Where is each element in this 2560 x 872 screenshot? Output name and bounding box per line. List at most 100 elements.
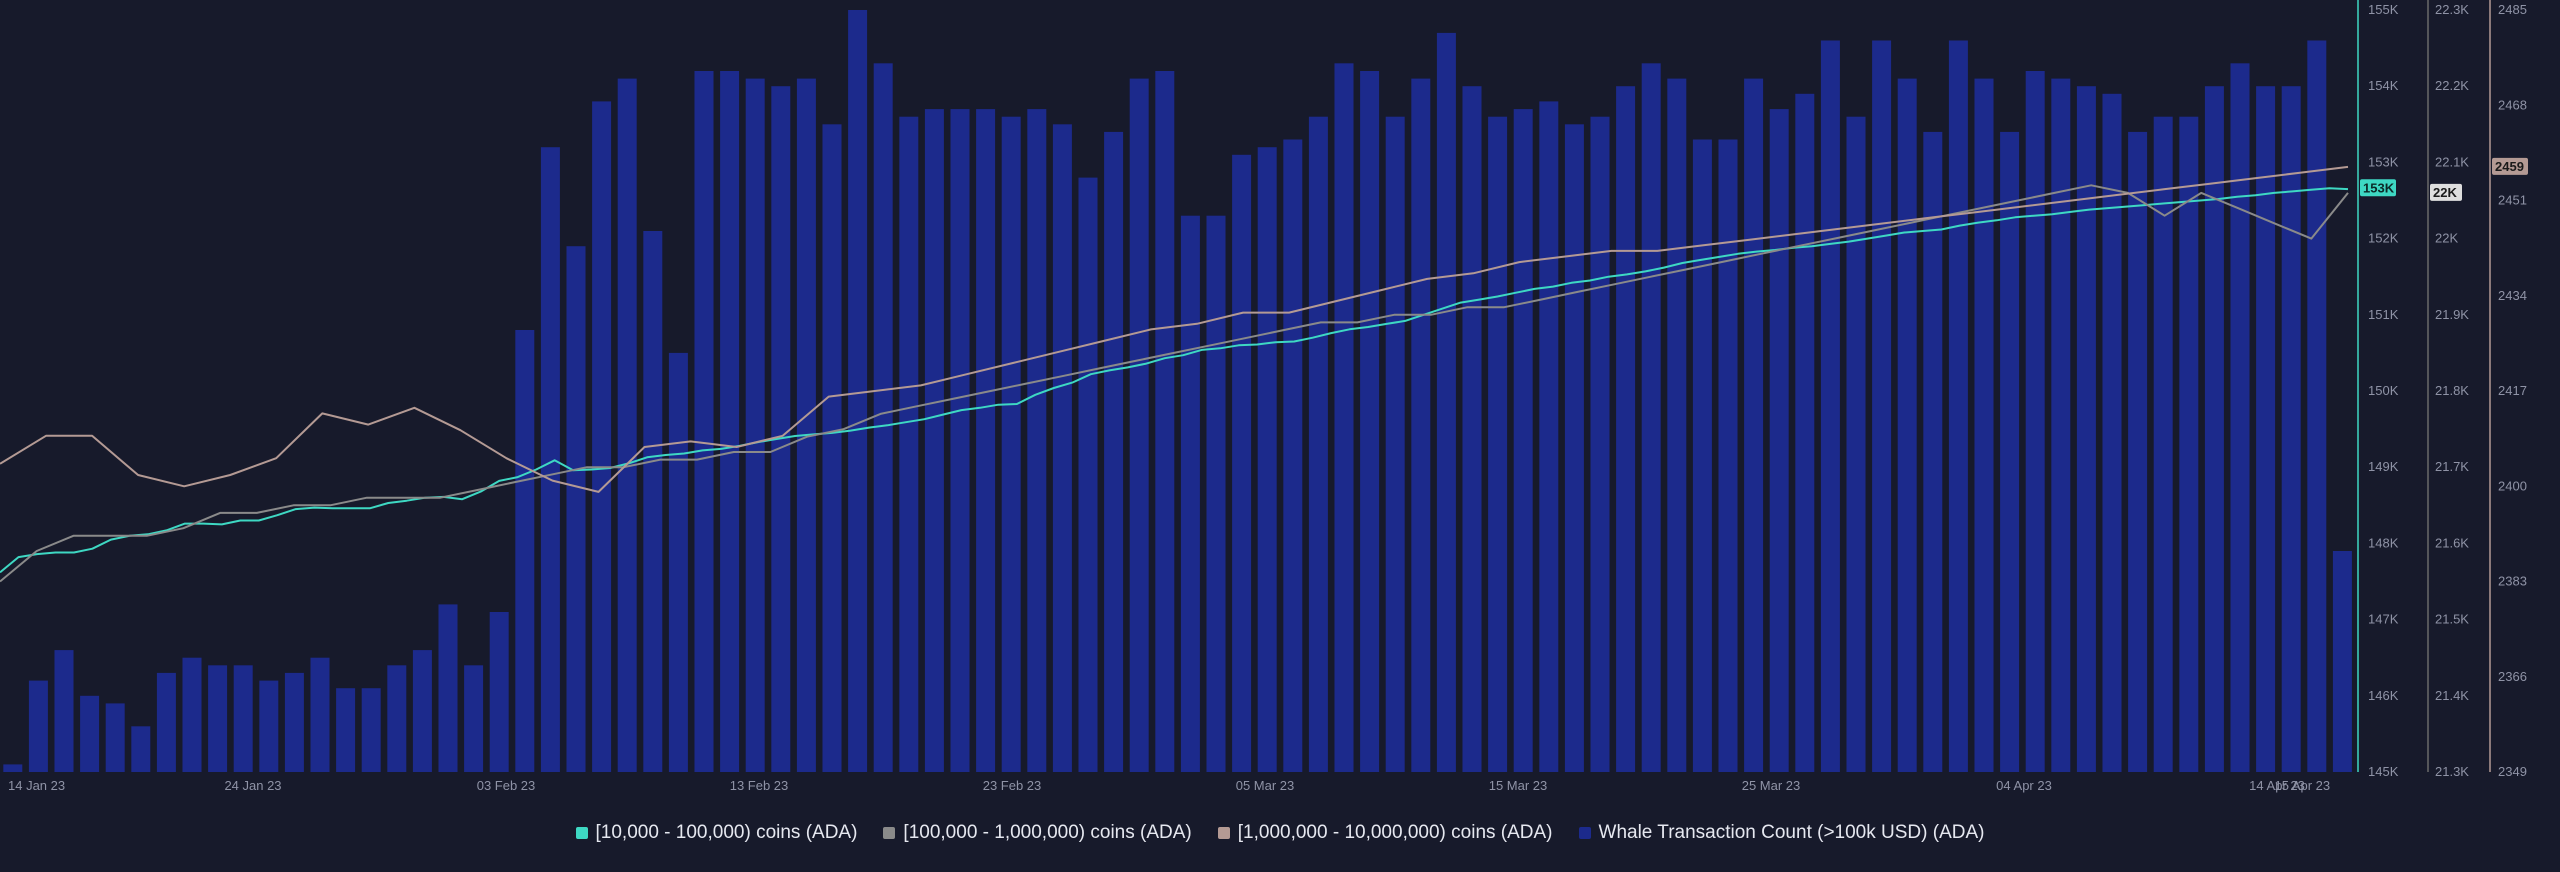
whale-tx-bar	[617, 78, 637, 773]
whale-tx-bar	[1334, 63, 1354, 773]
whale-tx-bar	[464, 665, 484, 772]
whale-tx-bar	[720, 71, 740, 772]
x-tick-label: 25 Mar 23	[1742, 778, 1801, 793]
whale-tx-bar	[208, 665, 228, 772]
whale-tx-bar	[2204, 86, 2224, 772]
y-tick-label-1m: 2434	[2498, 288, 2527, 303]
whale-tx-bar	[1948, 40, 1968, 772]
whale-tx-bar	[310, 657, 330, 772]
current-value-badge-10k: 153K	[2363, 180, 2395, 195]
whale-tx-bar	[1564, 124, 1584, 773]
legend-item-10k[interactable]: [10,000 - 100,000) coins (ADA)	[575, 822, 858, 844]
whale-tx-bar	[54, 650, 74, 772]
whale-tx-bar	[1692, 139, 1712, 772]
y-tick-label-1m: 2349	[2498, 764, 2527, 779]
y-tick-label-100k: 21.5K	[2435, 612, 2469, 627]
y-tick-label-100k: 21.9K	[2435, 307, 2469, 322]
y-tick-label-100k: 22.1K	[2435, 154, 2469, 169]
series-line-10k	[0, 187, 2349, 574]
whale-tx-bar	[1616, 86, 1636, 772]
legend-label-whale-tx: Whale Transaction Count (>100k USD) (ADA…	[1598, 822, 1985, 843]
y-tick-label-1m: 2485	[2498, 2, 2527, 17]
y-tick-label-10k: 154K	[2368, 78, 2399, 93]
whale-tx-bar	[1539, 101, 1559, 772]
whale-tx-bar	[2230, 63, 2250, 773]
x-tick-label: 04 Apr 23	[1996, 778, 2052, 793]
current-value-badge-10k-bg	[2360, 179, 2396, 197]
whale-tx-bar	[387, 665, 407, 772]
legend-item-1m[interactable]: [1,000,000 - 10,000,000) coins (ADA)	[1217, 822, 1553, 844]
x-tick-label: 03 Feb 23	[477, 778, 536, 793]
whale-tx-bar	[1257, 147, 1277, 772]
square-swatch-icon	[883, 827, 896, 839]
whale-tx-bar	[131, 726, 151, 772]
y-tick-label-10k: 155K	[2368, 2, 2399, 17]
whale-tx-bar	[105, 703, 125, 772]
whale-tx-bar	[2332, 551, 2352, 772]
legend-item-whale-tx[interactable]: Whale Transaction Count (>100k USD) (ADA…	[1578, 822, 1985, 844]
whale-tx-bar	[361, 688, 381, 772]
whale-tx-bar	[2307, 40, 2327, 772]
whale-tx-bar	[1180, 215, 1200, 772]
whale-tx-bar	[1052, 124, 1072, 773]
x-tick-label: 13 Feb 23	[730, 778, 789, 793]
y-tick-label-10k: 151K	[2368, 307, 2399, 322]
whale-tx-bar	[1078, 177, 1098, 773]
whale-tx-bar	[976, 109, 996, 773]
legend-label-10k: [10,000 - 100,000) coins (ADA)	[595, 822, 858, 843]
whale-tx-bar	[2025, 71, 2045, 772]
x-tick-label: 15 Mar 23	[1489, 778, 1548, 793]
square-swatch-icon	[1217, 827, 1230, 839]
whale-tx-bar	[233, 665, 253, 772]
whale-tx-bar	[1360, 71, 1380, 772]
y-tick-label-10k: 147K	[2368, 612, 2399, 627]
y-tick-label-10k: 153K	[2368, 154, 2399, 169]
whale-tx-bar	[2256, 86, 2276, 772]
whale-tx-bar	[1769, 109, 1789, 773]
whale-tx-bar	[1488, 116, 1508, 772]
whale-tx-bar	[566, 246, 586, 772]
whale-tx-bar	[1308, 116, 1328, 772]
whale-tx-bar	[668, 352, 688, 772]
whale-tx-bar	[1641, 63, 1661, 773]
whale-tx-bar	[1744, 78, 1764, 773]
y-tick-label-1m: 2383	[2498, 574, 2527, 589]
whale-tx-bar	[1027, 109, 1047, 773]
square-swatch-icon	[575, 827, 588, 839]
y-tick-label-1m: 2451	[2498, 193, 2527, 208]
series-line-100k	[0, 184, 2349, 583]
y-tick-label-1m: 2366	[2498, 669, 2527, 684]
whale-tx-bar	[1718, 139, 1738, 772]
whale-tx-bar	[796, 78, 816, 773]
whale-tx-bar	[1232, 154, 1252, 773]
y-tick-label-10k: 148K	[2368, 535, 2399, 550]
y-tick-label-100k: 21.7K	[2435, 459, 2469, 474]
whale-tx-bar	[1872, 40, 1892, 772]
y-tick-label-100k: 21.4K	[2435, 688, 2469, 703]
x-tick-label: 05 Mar 23	[1236, 778, 1295, 793]
whale-tx-bar	[822, 124, 842, 773]
whale-tx-bar	[2153, 116, 2173, 772]
whale-tx-bar	[2128, 131, 2148, 772]
whale-tx-bar	[1385, 116, 1405, 772]
whale-tx-bar	[156, 672, 176, 772]
whale-tx-bar	[694, 71, 714, 772]
whale-tx-bar	[1923, 131, 1943, 772]
whale-tx-bar	[1436, 32, 1456, 772]
y-tick-label-100k: 22.2K	[2435, 78, 2469, 93]
whale-tx-bar	[1846, 116, 1866, 772]
legend-item-100k[interactable]: [100,000 - 1,000,000) coins (ADA)	[883, 822, 1192, 844]
y-tick-label-100k: 21.6K	[2435, 535, 2469, 550]
whale-tx-bar	[284, 672, 304, 772]
whale-tx-bar	[2102, 93, 2122, 773]
whale-tx-bar	[873, 63, 893, 773]
whale-tx-bar	[848, 10, 868, 772]
whale-tx-bar	[2076, 86, 2096, 772]
x-tick-label: 24 Jan 23	[224, 778, 281, 793]
whale-tx-bar	[899, 116, 919, 772]
whale-tx-bar	[3, 764, 23, 772]
series-line-1m	[0, 165, 2349, 493]
whale-tx-bar	[1795, 93, 1815, 773]
y-tick-label-1m: 2468	[2498, 97, 2527, 112]
